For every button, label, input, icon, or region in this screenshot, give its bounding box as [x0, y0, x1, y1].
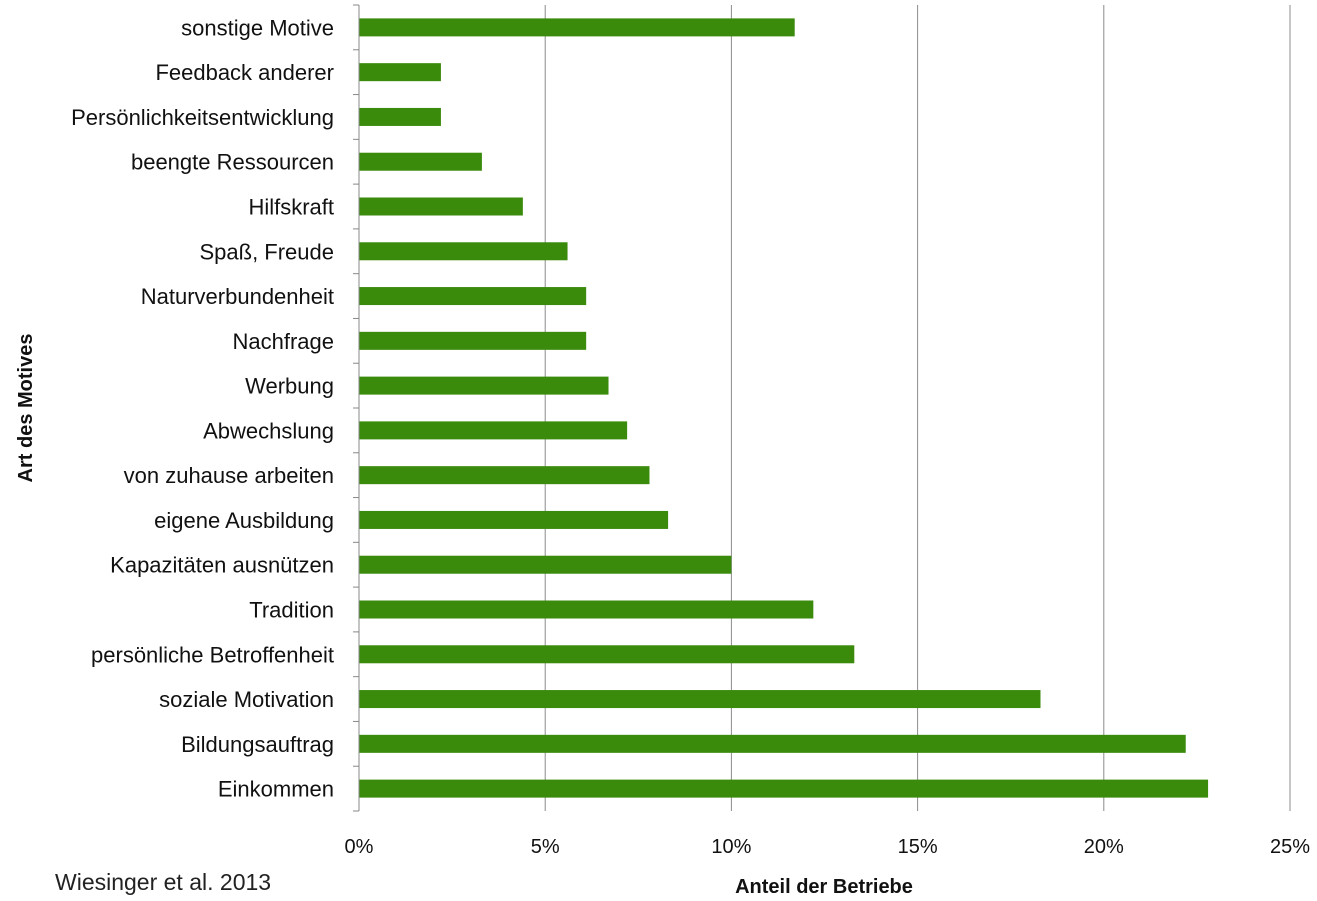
category-label: Werbung	[245, 374, 334, 399]
bar	[359, 152, 482, 171]
bar	[359, 287, 587, 306]
category-label: Tradition	[249, 598, 334, 623]
category-label: Abwechslung	[203, 418, 334, 443]
category-label: Hilfskraft	[248, 195, 334, 220]
source-citation: Wiesinger et al. 2013	[55, 869, 271, 895]
category-label: Feedback anderer	[155, 60, 334, 85]
category-label: beengte Ressourcen	[131, 150, 334, 175]
bar	[359, 197, 523, 216]
bar	[359, 734, 1186, 753]
category-label: Spaß, Freude	[199, 239, 334, 264]
category-label: Persönlichkeitsentwicklung	[71, 105, 334, 130]
category-label: persönliche Betroffenheit	[91, 642, 334, 667]
bar	[359, 421, 628, 440]
bar	[359, 555, 732, 574]
x-tick-label: 10%	[711, 836, 751, 858]
category-label: Naturverbundenheit	[141, 284, 334, 309]
bar	[359, 690, 1041, 709]
y-axis-ticks	[353, 4, 359, 812]
category-label: Einkommen	[218, 777, 334, 802]
bar	[359, 242, 568, 261]
bar	[359, 600, 814, 619]
category-label: soziale Motivation	[159, 687, 334, 712]
gridlines	[544, 5, 1291, 811]
x-tick-labels: 0% 5% 10% 15% 20% 25%	[345, 836, 1311, 858]
category-label: Kapazitäten ausnützen	[110, 553, 334, 578]
category-label: von zuhause arbeiten	[124, 463, 334, 488]
bar	[359, 63, 441, 82]
bar	[359, 331, 587, 350]
bar	[359, 466, 650, 485]
x-tick-label: 0%	[345, 836, 374, 858]
category-label: Bildungsauftrag	[181, 732, 334, 757]
x-axis-title: Anteil der Betriebe	[735, 876, 913, 898]
category-label: Nachfrage	[232, 329, 334, 354]
x-tick-label: 20%	[1084, 836, 1124, 858]
bars	[359, 18, 1209, 798]
x-tick-label: 5%	[531, 836, 560, 858]
bar	[359, 645, 855, 664]
bar	[359, 107, 441, 126]
category-label: sonstige Motive	[181, 15, 334, 40]
category-labels: sonstige Motive Feedback anderer Persönlic…	[71, 15, 334, 801]
x-tick-label: 25%	[1270, 836, 1310, 858]
y-axis-title: Art des Motives	[15, 334, 37, 483]
bar	[359, 779, 1209, 798]
category-label: eigene Ausbildung	[154, 508, 334, 533]
bar	[359, 376, 609, 395]
bar	[359, 18, 795, 37]
x-tick-label: 15%	[898, 836, 938, 858]
bar	[359, 510, 669, 529]
